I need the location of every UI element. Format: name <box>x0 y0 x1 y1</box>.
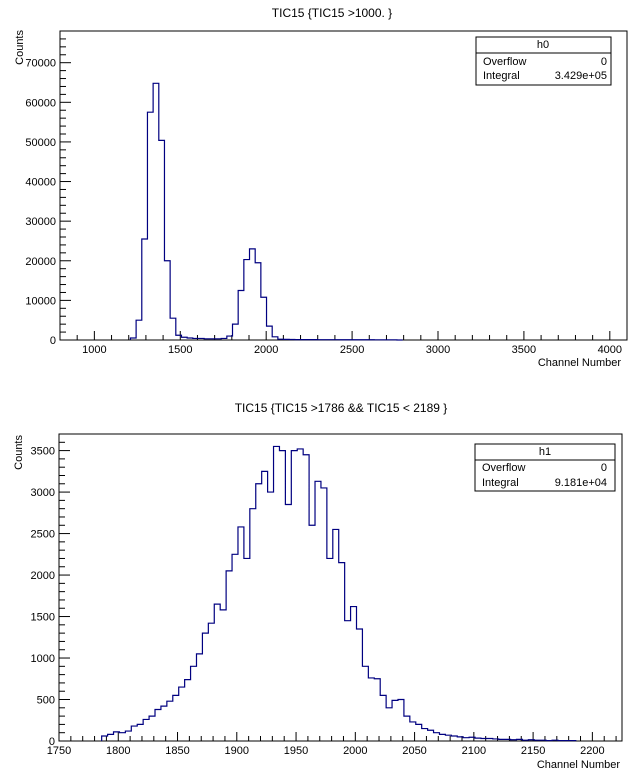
x-tick-label: 1800 <box>106 745 130 757</box>
x-tick-label: 1000 <box>82 344 106 356</box>
stats-integral-label: Integral <box>483 70 520 82</box>
y-tick-label: 40000 <box>25 177 56 189</box>
y-tick-label: 60000 <box>25 97 56 109</box>
x-tick-label: 1500 <box>168 344 192 356</box>
stats-name: h0 <box>537 39 549 51</box>
plot-axes: 1750 1800 1850 1900 1950 2000 2050 2100 2150 2200… <box>31 433 623 757</box>
y-axis-label: Counts <box>13 435 25 470</box>
x-tick-label: 3000 <box>426 344 450 356</box>
stats-name: h1 <box>539 446 551 458</box>
y-tick-label: 2000 <box>31 570 55 582</box>
y-tick-label: 3500 <box>31 446 55 458</box>
x-tick-label: 1750 <box>47 745 71 757</box>
x-tick-label: 2100 <box>462 745 486 757</box>
stats-integral-label: Integral <box>482 477 519 489</box>
x-tick-label: 2050 <box>402 745 426 757</box>
y-tick-label: 0 <box>50 335 56 347</box>
x-tick-label: 2500 <box>340 344 364 356</box>
x-axis-label: Channel Number <box>537 759 620 771</box>
y-tick-label: 500 <box>37 695 55 707</box>
y-tick-label: 70000 <box>25 58 56 70</box>
histogram-h0: TIC15 {TIC15 >1000. } 1000 1500 2000 2500 30… <box>14 6 628 369</box>
y-tick-label: 1000 <box>31 653 55 665</box>
x-tick-label: 4000 <box>598 344 622 356</box>
x-tick-label: 1850 <box>165 745 189 757</box>
x-tick-label: 2000 <box>343 745 367 757</box>
stats-integral-value: 9.181e+04 <box>555 477 607 489</box>
y-tick-label: 2500 <box>31 529 55 541</box>
stats-overflow-label: Overflow <box>483 56 526 68</box>
histogram-line <box>101 445 577 742</box>
y-tick-label: 10000 <box>25 295 56 307</box>
y-tick-label: 0 <box>49 736 55 748</box>
x-tick-label: 2200 <box>580 745 604 757</box>
y-tick-label: 3000 <box>31 487 55 499</box>
plot-axes: 1000 1500 2000 2500 3000 3500 4000010000200003… <box>25 30 628 356</box>
histogram-h1: TIC15 {TIC15 >1786 && TIC15 < 2189 } 175… <box>13 401 623 771</box>
x-tick-label: 2000 <box>254 344 278 356</box>
plot-frame <box>58 433 623 742</box>
y-axis-label: Counts <box>14 30 26 65</box>
y-tick-label: 30000 <box>25 216 56 228</box>
y-tick-label: 1500 <box>31 612 55 624</box>
stats-overflow-value: 0 <box>601 462 607 474</box>
histogram-line <box>129 82 403 341</box>
y-tick-label: 20000 <box>25 256 56 268</box>
stats-box: h0 Overflow 0 Integral 3.429e+05 <box>475 36 612 86</box>
x-axis-label: Channel Number <box>538 357 621 369</box>
x-tick-label: 3500 <box>512 344 536 356</box>
x-tick-label: 2150 <box>521 745 545 757</box>
y-tick-label: 50000 <box>25 137 56 149</box>
chart-title: TIC15 {TIC15 >1786 && TIC15 < 2189 } <box>235 401 448 415</box>
stats-integral-value: 3.429e+05 <box>555 70 607 82</box>
stats-box: h1 Overflow 0 Integral 9.181e+04 <box>474 443 616 492</box>
stats-overflow-value: 0 <box>601 56 607 68</box>
chart-title: TIC15 {TIC15 >1000. } <box>272 6 392 20</box>
x-tick-label: 1950 <box>284 745 308 757</box>
x-tick-label: 1900 <box>225 745 249 757</box>
stats-overflow-label: Overflow <box>482 462 525 474</box>
